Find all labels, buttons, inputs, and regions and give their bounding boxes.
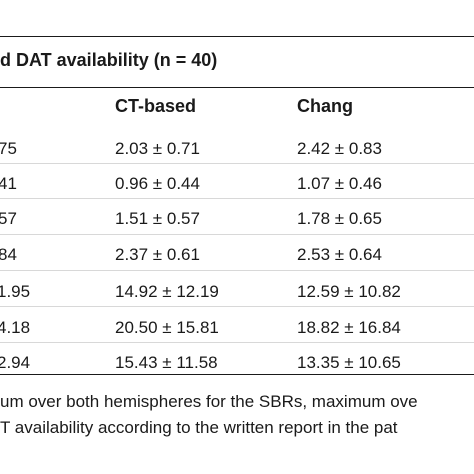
table-cell: 57 (0, 209, 17, 228)
table-cell: 1.51 ± 0.57 (115, 209, 200, 228)
table-cell: 2.03 ± 0.71 (115, 139, 200, 158)
table-cell: 18.82 ± 16.84 (297, 318, 401, 337)
table-cell: 1.78 ± 0.65 (297, 209, 382, 228)
footnote-line-1: um over both hemispheres for the SBRs, m… (0, 392, 418, 411)
table-cell: 2.37 ± 0.61 (115, 245, 200, 264)
table-cell: 2.53 ± 0.64 (297, 245, 382, 264)
row-separator (0, 163, 474, 164)
footnote-line-2: T availability according to the written … (0, 418, 398, 437)
bottom-rule (0, 374, 474, 375)
table-cell: 75 (0, 139, 17, 158)
row-separator (0, 306, 474, 307)
table-cell: 13.35 ± 10.65 (297, 353, 401, 372)
table-cell: 14.92 ± 12.19 (115, 282, 219, 301)
table-cell: 1.07 ± 0.46 (297, 174, 382, 193)
column-header-ct-based: CT-based (115, 96, 197, 116)
table-cell: 2.42 ± 0.83 (297, 139, 382, 158)
table-cell: 84 (0, 245, 17, 264)
row-separator (0, 342, 474, 343)
table-cell: 15.43 ± 11.58 (115, 353, 218, 372)
row-separator (0, 198, 474, 199)
table-cell: 0.96 ± 0.44 (115, 174, 200, 193)
table-cell: 12.59 ± 10.82 (297, 282, 401, 301)
top-rule (0, 36, 474, 37)
table-cell: 41 (0, 174, 17, 193)
row-separator (0, 234, 474, 235)
table-cell: 20.50 ± 15.81 (115, 318, 219, 337)
row-separator (0, 270, 474, 271)
table-title: d DAT availability (n = 40) (0, 50, 218, 70)
table-cell: 2.94 (0, 353, 31, 372)
table-cell: 4.18 (0, 318, 31, 337)
column-header-chang: Chang (297, 96, 353, 116)
header-rule (0, 87, 474, 88)
table-cell: 1.95 (0, 282, 31, 301)
